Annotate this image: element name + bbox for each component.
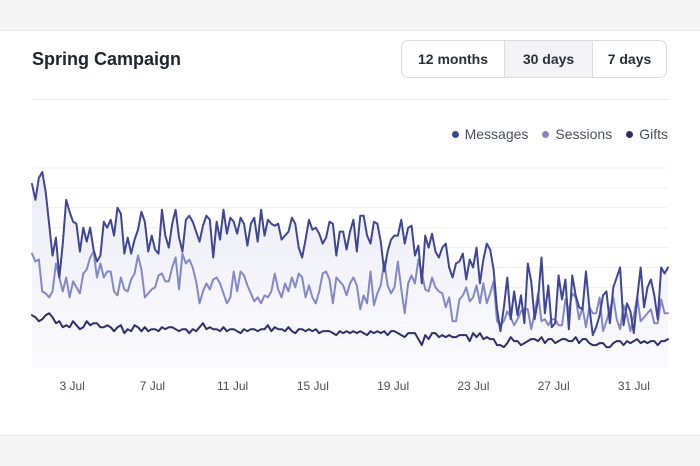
header-divider: [32, 99, 668, 100]
legend-item-gifts[interactable]: Gifts: [626, 126, 668, 142]
x-tick-label: 7 Jul: [140, 379, 165, 393]
x-tick-label: 23 Jul: [457, 379, 489, 393]
legend-dot-icon: [542, 130, 550, 138]
series-line-messages: [31, 170, 669, 337]
x-tick-label: 11 Jul: [217, 379, 248, 393]
x-tick-label: 19 Jul: [377, 379, 409, 393]
legend-label-gifts: Gifts: [639, 126, 668, 142]
series-area-messages: [32, 171, 668, 367]
series-line-sessions: [31, 250, 669, 333]
legend-item-sessions[interactable]: Sessions: [542, 126, 612, 142]
x-tick-label: 27 Jul: [538, 379, 570, 393]
legend-dot-icon: [451, 130, 459, 138]
x-tick-label: 31 Jul: [618, 379, 650, 393]
range-selector: 12 months 30 days 7 days: [401, 40, 667, 78]
card-title: Spring Campaign: [32, 49, 182, 69]
legend-item-messages[interactable]: Messages: [451, 126, 529, 142]
x-tick-label: 15 Jul: [297, 379, 329, 393]
chart-legend: Messages Sessions Gifts: [451, 126, 668, 142]
series-line-gifts: [31, 312, 669, 349]
range-12-months-button[interactable]: 12 months: [402, 41, 505, 77]
legend-dot-icon: [626, 130, 634, 138]
legend-label-sessions: Sessions: [555, 126, 613, 142]
legend-label-messages: Messages: [464, 126, 529, 142]
range-30-days-button[interactable]: 30 days: [505, 41, 593, 77]
range-7-days-button[interactable]: 7 days: [607, 51, 652, 67]
x-tick-label: 3 Jul: [59, 379, 84, 393]
